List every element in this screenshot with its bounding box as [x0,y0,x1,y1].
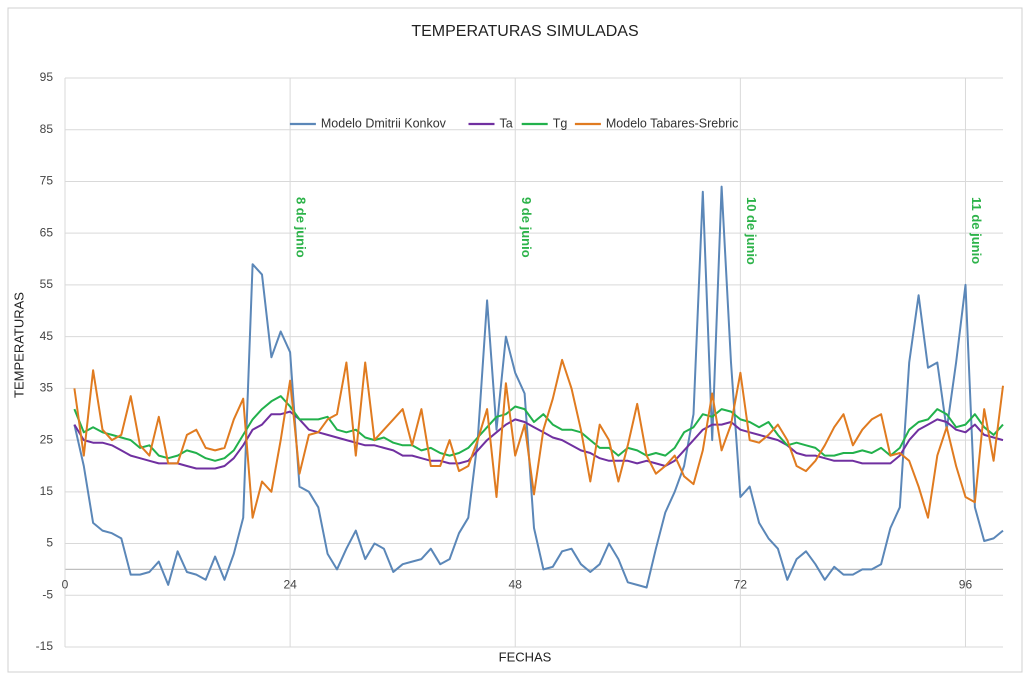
x-tick-label: 0 [62,578,69,592]
x-tick-label: 48 [509,578,523,592]
y-tick-label: -5 [42,587,53,601]
legend-label: Tg [553,116,568,130]
series-line [73,185,1004,589]
chart-title: TEMPERATURAS SIMULADAS [411,23,638,40]
series-line [73,395,1004,462]
x-tick-label: 24 [283,578,297,592]
y-tick-label: 65 [40,225,54,239]
y-tick-label: 75 [40,174,54,188]
y-tick-label: 25 [40,432,54,446]
series-line [73,358,1004,519]
annotation: 9 de junio [519,197,534,258]
y-tick-label: 15 [40,484,54,498]
legend-label: Ta [500,116,513,130]
series-line [73,410,1004,470]
y-tick-label: 55 [40,277,54,291]
y-tick-label: 45 [40,329,54,343]
y-tick-label: 35 [40,381,54,395]
x-axis-label: FECHAS [499,649,552,664]
x-tick-label: 96 [959,578,973,592]
y-tick-label: 85 [40,122,54,136]
legend-label: Modelo Tabares-Srebric [606,116,738,130]
legend-label: Modelo Dmitrii Konkov [321,116,447,130]
annotation: 10 de junio [744,197,759,265]
y-tick-label: 95 [40,70,54,84]
annotation: 8 de junio [294,197,309,258]
y-tick-label: -15 [36,639,54,653]
y-tick-label: 5 [46,536,53,550]
y-axis-label: TEMPERATURAS [11,292,26,398]
x-tick-label: 72 [734,578,748,592]
annotation: 11 de junio [969,197,984,264]
